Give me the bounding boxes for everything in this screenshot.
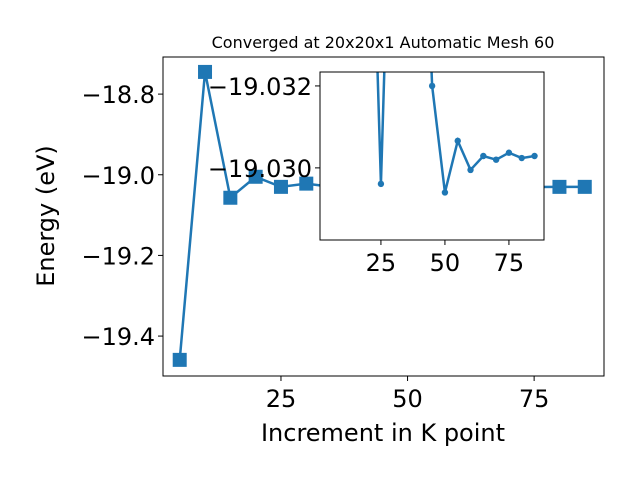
- x-axis-label: Increment in K point: [261, 419, 505, 447]
- data-point: [248, 169, 263, 184]
- data-point: [480, 152, 487, 160]
- plot-frame: [319, 71, 545, 241]
- y-tick-label: −19.032: [208, 73, 312, 101]
- data-point: [428, 82, 436, 90]
- data-point: [441, 189, 449, 196]
- plot-content: [376, 72, 538, 196]
- data-point: [172, 352, 187, 367]
- x-tick-label: 25: [366, 249, 397, 277]
- data-point: [377, 180, 385, 188]
- y-axis-label: Energy (eV): [32, 145, 60, 287]
- data-point: [454, 137, 461, 145]
- y-tick-label: −19.2: [81, 242, 155, 270]
- data-point: [505, 149, 513, 156]
- data-point: [198, 64, 213, 79]
- plot-frame: [162, 56, 605, 377]
- x-tick-label: 50: [392, 385, 423, 413]
- x-tick-label: 75: [519, 385, 550, 413]
- data-point: [223, 190, 238, 205]
- y-tick-label: −19.030: [208, 155, 312, 183]
- y-tick-label: −18.8: [81, 81, 155, 109]
- x-tick-label: 50: [430, 249, 461, 277]
- data-point: [531, 152, 538, 160]
- data-point: [518, 154, 525, 162]
- data-point: [299, 176, 314, 191]
- y-tick-label: −19.0: [81, 162, 155, 190]
- x-tick-label: 25: [266, 385, 297, 413]
- data-point: [273, 179, 288, 194]
- chart-title: Converged at 20x20x1 Automatic Mesh 60: [212, 33, 555, 52]
- data-point: [552, 179, 567, 194]
- y-tick-label: −19.4: [81, 323, 155, 351]
- x-tick-label: 75: [494, 249, 525, 277]
- data-point: [467, 166, 474, 174]
- data-point: [577, 179, 592, 194]
- plot-area: [320, 72, 544, 240]
- data-point: [492, 156, 500, 163]
